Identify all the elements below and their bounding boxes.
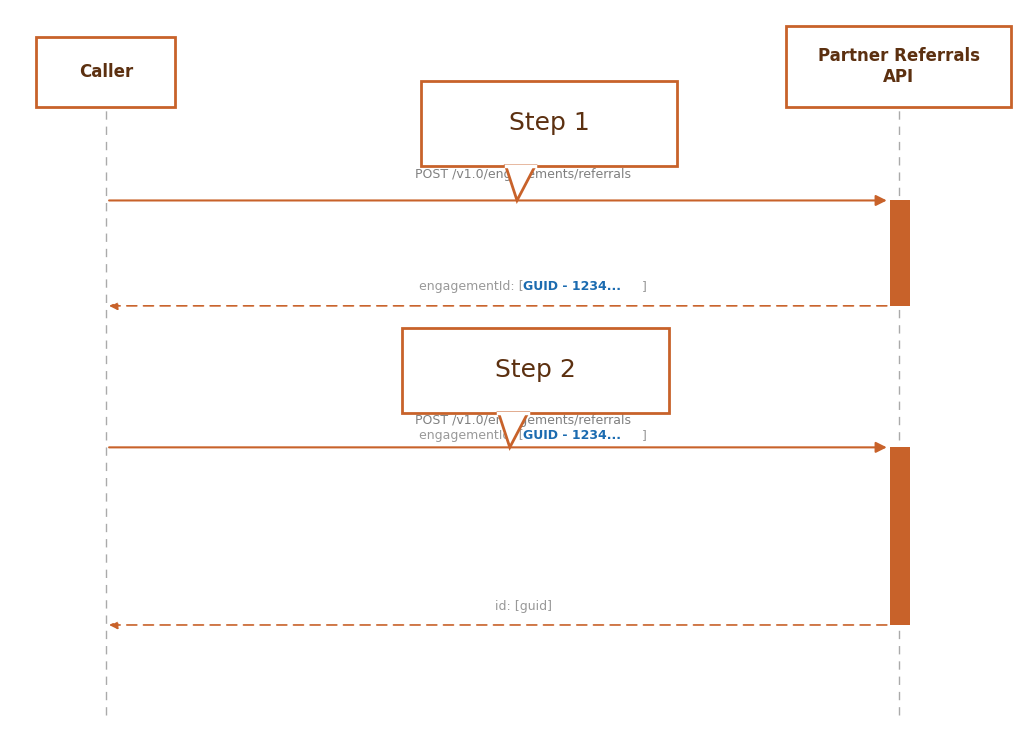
FancyBboxPatch shape xyxy=(402,328,669,413)
Text: POST /v1.0/engagements/referrals: POST /v1.0/engagements/referrals xyxy=(415,414,632,427)
FancyBboxPatch shape xyxy=(36,37,175,107)
Polygon shape xyxy=(498,413,528,447)
Text: ]: ] xyxy=(642,279,647,293)
Text: engagementId: [: engagementId: [ xyxy=(419,279,523,293)
Polygon shape xyxy=(506,166,536,200)
FancyBboxPatch shape xyxy=(890,200,910,306)
FancyBboxPatch shape xyxy=(890,447,910,625)
Text: Step 1: Step 1 xyxy=(509,111,589,136)
Text: engagementId: [: engagementId: [ xyxy=(419,429,523,442)
Text: ]: ] xyxy=(642,429,647,442)
Text: GUID - 1234...: GUID - 1234... xyxy=(523,279,621,293)
Text: Partner Referrals
API: Partner Referrals API xyxy=(818,47,979,85)
Text: POST /v1.0/engagements/referrals: POST /v1.0/engagements/referrals xyxy=(415,167,632,181)
FancyBboxPatch shape xyxy=(786,26,1011,107)
Text: Step 2: Step 2 xyxy=(495,358,576,383)
Text: GUID - 1234...: GUID - 1234... xyxy=(523,429,621,442)
Text: id: [guid]: id: [guid] xyxy=(494,600,552,613)
Text: Caller: Caller xyxy=(78,63,133,81)
FancyBboxPatch shape xyxy=(421,81,677,166)
